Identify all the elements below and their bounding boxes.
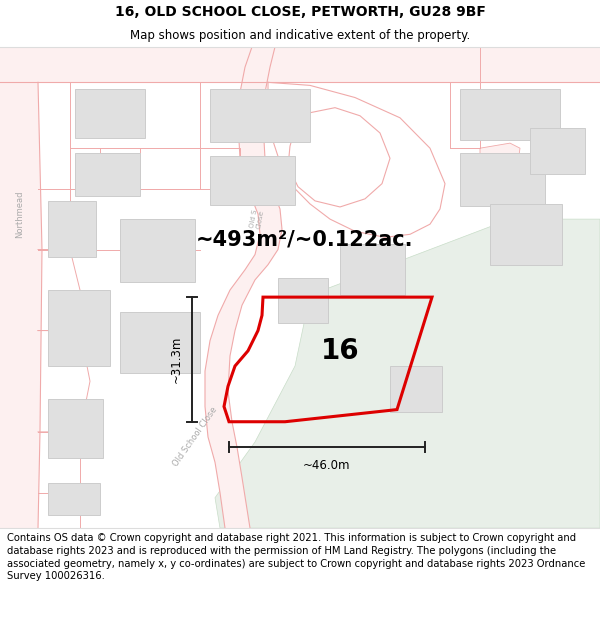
Bar — [210, 89, 310, 142]
Bar — [490, 204, 562, 265]
Text: Northmead: Northmead — [16, 190, 25, 238]
Text: Contains OS data © Crown copyright and database right 2021. This information is : Contains OS data © Crown copyright and d… — [7, 533, 586, 581]
Bar — [48, 201, 96, 257]
Bar — [120, 312, 200, 373]
Bar — [48, 482, 100, 515]
Text: Old S
Close: Old S Close — [249, 209, 265, 229]
Polygon shape — [450, 47, 600, 82]
Polygon shape — [480, 143, 520, 194]
Text: ~31.3m: ~31.3m — [170, 336, 182, 383]
Text: Old School Close: Old School Close — [171, 406, 219, 468]
Text: 16, OLD SCHOOL CLOSE, PETWORTH, GU28 9BF: 16, OLD SCHOOL CLOSE, PETWORTH, GU28 9BF — [115, 5, 485, 19]
Bar — [48, 399, 103, 458]
Text: ~46.0m: ~46.0m — [303, 459, 351, 472]
Bar — [340, 244, 405, 295]
Bar — [390, 366, 442, 412]
Bar — [75, 153, 140, 196]
Bar — [278, 278, 328, 324]
Text: Map shows position and indicative extent of the property.: Map shows position and indicative extent… — [130, 29, 470, 42]
Polygon shape — [205, 47, 282, 528]
Bar — [460, 89, 560, 140]
Polygon shape — [215, 219, 600, 528]
Bar — [120, 219, 195, 282]
Bar — [48, 290, 110, 366]
Text: ~493m²/~0.122ac.: ~493m²/~0.122ac. — [196, 229, 414, 249]
Bar — [460, 153, 545, 206]
Bar — [530, 128, 585, 174]
Bar — [75, 89, 145, 138]
Polygon shape — [0, 82, 42, 528]
Bar — [210, 156, 295, 205]
Polygon shape — [0, 47, 600, 82]
Text: 16: 16 — [320, 337, 359, 365]
